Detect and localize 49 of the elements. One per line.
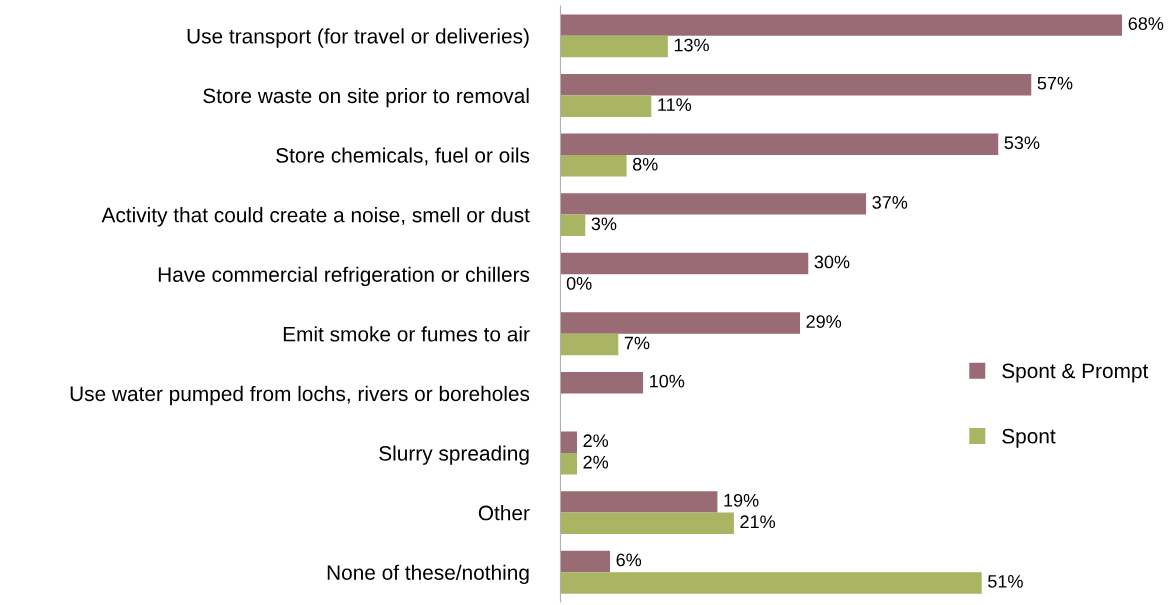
bar bbox=[560, 155, 627, 177]
data-label: 6% bbox=[616, 553, 642, 567]
bar bbox=[560, 193, 867, 215]
y-tick-label: Activity that could create a noise, smell or dust bbox=[101, 207, 530, 227]
data-label: 10% bbox=[650, 374, 685, 388]
legend-label: Spont bbox=[1002, 428, 1056, 448]
y-tick-label: Other bbox=[478, 505, 530, 521]
bar bbox=[560, 14, 1123, 36]
bar bbox=[560, 333, 619, 356]
data-label: 30% bbox=[814, 255, 850, 269]
data-label: 7% bbox=[624, 336, 650, 350]
bar bbox=[560, 512, 734, 535]
bar bbox=[560, 214, 586, 237]
legend-label: Spont & Prompt bbox=[1002, 363, 1149, 383]
data-label: 19% bbox=[724, 493, 759, 507]
data-label: 2% bbox=[583, 455, 609, 469]
bar bbox=[560, 35, 668, 58]
bar bbox=[560, 133, 999, 156]
bar bbox=[560, 431, 577, 453]
bar bbox=[560, 452, 577, 475]
y-tick-label: Store waste on site prior to removal bbox=[203, 87, 529, 108]
bar bbox=[560, 572, 982, 594]
y-tick-label: Use water pumped from lochs, rivers or boreholes bbox=[70, 385, 530, 406]
data-label: 21% bbox=[740, 515, 776, 529]
data-label: 8% bbox=[632, 157, 658, 171]
y-tick-label: Have commercial refrigeration or chillers bbox=[158, 266, 530, 287]
data-label: 0% bbox=[566, 277, 592, 290]
y-tick-label: None of these/nothing bbox=[327, 564, 529, 585]
y-tick-label: Slurry spreading bbox=[379, 445, 529, 465]
bar bbox=[560, 73, 1032, 96]
data-label: 11% bbox=[658, 98, 692, 111]
data-label: 3% bbox=[591, 217, 617, 231]
data-label: 68% bbox=[1128, 17, 1164, 30]
data-label: 37% bbox=[872, 195, 908, 209]
y-tick-label: Store chemicals, fuel or oils bbox=[276, 147, 530, 166]
data-label: 51% bbox=[988, 575, 1023, 588]
bar bbox=[560, 95, 652, 117]
data-label: 2% bbox=[583, 434, 609, 448]
bar bbox=[560, 371, 644, 394]
bar bbox=[560, 550, 611, 573]
y-tick-label: Emit smoke or fumes to air bbox=[283, 326, 530, 342]
data-label: 13% bbox=[674, 38, 709, 52]
bar bbox=[560, 312, 800, 334]
bar bbox=[560, 252, 809, 275]
y-tick-label: Use transport (for travel or deliveries) bbox=[187, 28, 529, 48]
data-label: 57% bbox=[1037, 76, 1073, 90]
data-label: 53% bbox=[1004, 136, 1040, 150]
data-label: 29% bbox=[806, 315, 842, 328]
bar bbox=[560, 491, 718, 513]
